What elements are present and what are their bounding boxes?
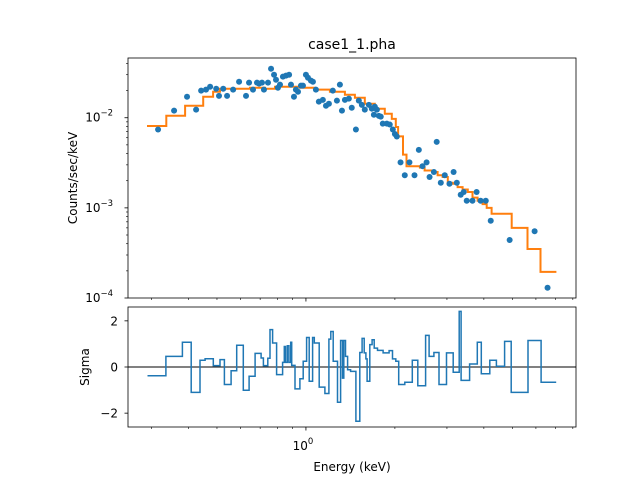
data-point: [531, 228, 538, 235]
data-point: [258, 79, 265, 86]
data-point: [213, 85, 220, 92]
data-point: [224, 92, 231, 99]
data-point: [220, 85, 227, 92]
data-point: [393, 133, 400, 140]
data-point: [319, 96, 326, 103]
data-point: [230, 86, 237, 93]
data-point: [544, 284, 551, 291]
data-point: [389, 126, 396, 133]
data-point: [155, 126, 162, 133]
data-point: [373, 106, 380, 113]
data-point: [271, 71, 278, 78]
data-point: [184, 93, 191, 100]
data-point: [411, 172, 418, 179]
data-point: [355, 97, 362, 104]
data-point: [264, 79, 271, 86]
data-point: [477, 197, 484, 204]
data-point: [249, 86, 256, 93]
top-axes-frame: [127, 57, 577, 299]
data-point: [401, 172, 408, 179]
data-point: [453, 179, 460, 186]
data-point: [260, 86, 267, 93]
data-point: [286, 71, 293, 78]
data-point: [329, 87, 336, 94]
bottom-axes-frame: [127, 306, 577, 428]
data-point: [506, 237, 513, 244]
data-point: [273, 76, 280, 83]
data-point: [430, 169, 437, 176]
data-point: [325, 100, 332, 107]
data-point: [469, 197, 476, 204]
top-axes: 10−210−310−4: [85, 57, 577, 305]
data-point: [348, 104, 355, 111]
y-tick-label: 2: [110, 314, 118, 328]
data-point: [397, 159, 404, 166]
data-point: [406, 159, 413, 166]
data-point: [415, 146, 422, 153]
data-point: [433, 138, 440, 145]
data-point: [446, 180, 453, 187]
x-tick-exponent: 0: [308, 437, 313, 447]
data-point: [171, 107, 178, 114]
data-point: [460, 188, 467, 195]
data-point: [276, 81, 283, 88]
y-tick-label: 0: [110, 361, 118, 375]
data-point: [358, 101, 365, 108]
data-point: [441, 172, 448, 179]
data-point: [426, 174, 433, 181]
data-point: [294, 88, 301, 95]
data-point: [333, 97, 340, 104]
data-point: [463, 197, 470, 204]
data-point: [487, 217, 494, 224]
data-point: [450, 169, 457, 176]
data-point: [287, 81, 294, 88]
x-axis-label: Energy (keV): [313, 460, 390, 474]
data-point: [290, 93, 297, 100]
data-point: [246, 79, 253, 86]
data-point: [268, 65, 275, 72]
data-point: [345, 95, 352, 102]
data-point: [352, 126, 359, 133]
data-point: [193, 106, 200, 113]
y-tick-label: −2: [100, 407, 118, 421]
data-point: [309, 78, 316, 85]
data-point: [377, 113, 384, 120]
data-point: [243, 92, 250, 99]
data-point: [482, 197, 489, 204]
y-tick-exponent: −2: [100, 109, 113, 119]
data-point: [236, 78, 243, 85]
data-point: [423, 159, 430, 166]
data-point: [299, 82, 306, 89]
data-point: [419, 163, 426, 170]
data-point: [312, 86, 319, 93]
chart-title: case1_1.pha: [308, 37, 396, 53]
data-point: [198, 87, 205, 94]
data-point: [338, 107, 345, 114]
top-y-axis-label: Counts/sec/keV: [66, 131, 80, 224]
data-point: [386, 121, 393, 128]
data-point: [361, 106, 368, 113]
data-point: [216, 92, 223, 99]
bottom-y-axis-label: Sigma: [78, 348, 92, 386]
data-point: [473, 188, 480, 195]
y-tick-exponent: −3: [100, 199, 113, 209]
data-point: [370, 111, 377, 118]
data-point: [437, 179, 444, 186]
data-point: [207, 83, 214, 90]
residual-step-line: [147, 310, 557, 422]
y-tick-exponent: −4: [100, 289, 113, 299]
data-point: [336, 81, 343, 88]
